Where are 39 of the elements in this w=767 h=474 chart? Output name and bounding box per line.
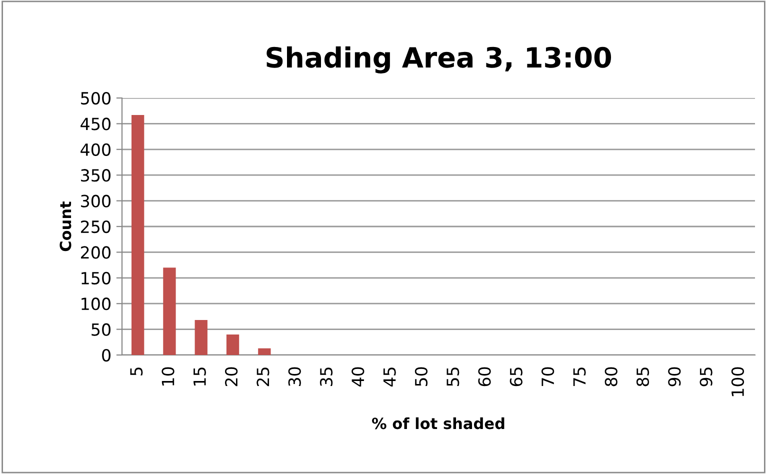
bar xyxy=(258,348,271,355)
bar xyxy=(226,334,240,355)
x-axis-title: % of lot shaded xyxy=(372,417,504,430)
y-tick-label: 200 xyxy=(80,246,110,259)
bar xyxy=(131,114,144,355)
x-tick-label: 35 xyxy=(320,368,333,386)
y-tick-label: 100 xyxy=(82,298,110,310)
x-tick-label: 95 xyxy=(700,368,712,386)
y-tick-label: 0 xyxy=(102,348,110,362)
x-tick-label: 55 xyxy=(446,368,460,386)
x-tick-label: 70 xyxy=(542,367,554,386)
x-tick-label: 100 xyxy=(731,367,744,396)
y-tick-label: 350 xyxy=(81,169,110,182)
y-tick-label: 450 xyxy=(80,118,110,130)
y-tick-label: 300 xyxy=(81,194,110,208)
x-tick-label: 45 xyxy=(383,368,396,387)
x-tick-label: 15 xyxy=(194,368,206,386)
x-tick-label: 10 xyxy=(162,367,174,386)
x-tick-label: 80 xyxy=(604,367,618,386)
x-tick-label: 20 xyxy=(225,367,238,386)
chart-title: Shading Area 3, 13:00 xyxy=(266,46,612,74)
bar xyxy=(194,320,208,355)
x-tick-label: 5 xyxy=(130,368,143,376)
y-tick-label: 150 xyxy=(82,272,110,284)
bar xyxy=(163,268,176,355)
x-tick-label: 85 xyxy=(636,368,650,386)
x-tick-label: 65 xyxy=(510,368,522,386)
x-tick-label: 30 xyxy=(288,367,301,386)
x-tick-label: 25 xyxy=(256,368,270,386)
y-tick-label: 500 xyxy=(81,92,110,105)
x-tick-label: 90 xyxy=(668,367,681,386)
y-axis-title: Count xyxy=(60,201,72,252)
x-tick-label: 75 xyxy=(573,368,586,386)
y-tick-label: 250 xyxy=(80,220,110,234)
x-tick-label: 60 xyxy=(478,367,491,386)
x-tick-label: 40 xyxy=(352,367,364,387)
x-tick-label: 50 xyxy=(414,367,428,386)
y-tick-label: 400 xyxy=(80,143,110,156)
y-tick-label: 50 xyxy=(92,323,110,336)
